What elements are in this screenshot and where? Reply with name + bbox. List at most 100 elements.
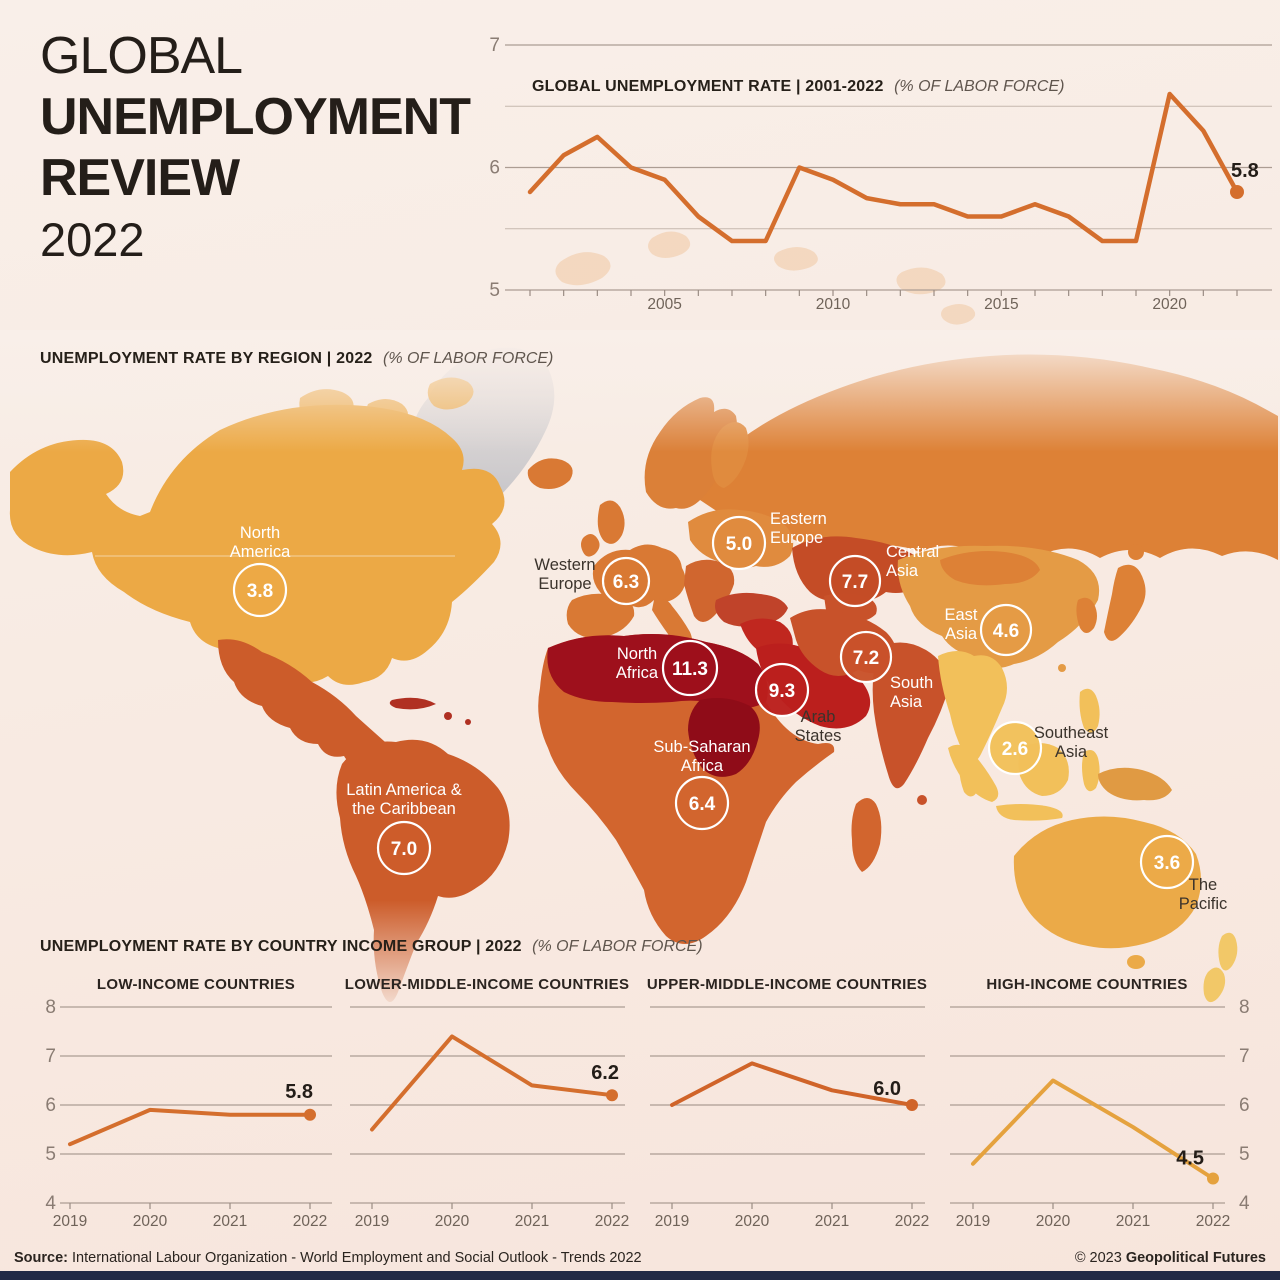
map-north-africa [547,634,768,709]
copyright-prefix: © 2023 [1074,1250,1126,1266]
region-value-sub-saharan-africa: 6.4 [689,794,716,815]
x-tick-label: 2019 [655,1213,689,1230]
y-tick-label: 5 [45,1144,56,1165]
page-title-line2: UNEMPLOYMENT [40,88,471,146]
x-tick-label: 2005 [647,296,681,313]
map-stans [824,593,877,622]
region-circle-central-asia [828,554,882,608]
chart-title-low-income: LOW-INCOME COUNTRIES [96,976,296,993]
region-label-latin-america: Latin America & the Caribbean [346,781,462,818]
x-tick-label: 2020 [1152,296,1187,313]
chart-low-income: 2019 2020 2021 2022 4 5 6 7 8 5.8 [45,997,332,1230]
series-line-high-income [971,1078,1215,1181]
map-north-america [9,404,505,685]
map-iberia [566,593,635,639]
map-greenland [410,347,555,508]
map-indonesia [948,688,1100,821]
map-borders [95,555,703,899]
map-tasmania [1127,955,1145,969]
map-australia [1013,816,1201,949]
map-russia [700,354,1278,560]
region-value-north-africa: 11.3 [672,659,708,680]
chart-title-lower-middle-income: LOWER-MIDDLE-INCOME COUNTRIES [344,976,630,993]
end-dot-upper-middle-income [906,1099,918,1111]
map-central-asia [792,536,925,601]
y-tick-label: 5 [489,280,500,301]
region-value-southeast-asia: 2.6 [1002,739,1028,760]
end-label-upper-middle-income: 6.0 [873,1078,901,1100]
map-arctic-canada [299,377,474,432]
region-circle-east-asia [979,603,1033,657]
map-scandinavia [644,397,737,509]
global-chart-title-text: GLOBAL UNEMPLOYMENT RATE | 2001-2022 [532,78,884,95]
region-circle-latin-america [376,820,432,876]
income-section-subtitle: (% OF LABOR FORCE) [532,938,703,955]
x-tick-label: 2019 [355,1213,389,1230]
region-circle-south-asia [839,630,893,684]
income-section-header: UNEMPLOYMENT RATE BY COUNTRY INCOME GROU… [40,938,703,956]
copyright-note: © 2023 Geopolitical Futures [1075,1250,1266,1266]
region-marker-east-asia: 4.6 East Asia [944,603,1033,657]
map-turkey [715,592,788,627]
region-value-eastern-europe: 5.0 [726,534,752,555]
map-mongolia [940,551,1040,586]
end-dot-global-rate [1230,185,1244,199]
map-top-fade [0,330,1280,452]
y-tick-label: 7 [45,1046,56,1067]
map-caribbean [389,697,471,725]
region-label-central-asia: Central Asia [886,543,939,580]
map-arabian-peninsula [756,643,871,729]
y-tick-label: 4 [45,1193,56,1214]
y-tick-label: 4 [1239,1193,1250,1214]
region-label-western-europe: Western Europe [534,556,595,593]
region-marker-north-america: 3.8 North America [230,524,291,618]
x-tick-label: 2021 [815,1213,849,1230]
region-label-north-africa: North Africa [616,645,659,682]
map-korea [1076,597,1097,633]
region-value-western-europe: 6.3 [613,572,639,593]
chart-lower-middle-income: 2019 2020 2021 2022 6.2 [350,1006,629,1230]
region-value-east-asia: 4.6 [993,621,1019,642]
series-line-global-rate [527,91,1240,244]
region-marker-southeast-asia: 2.6 Southeast Asia [987,720,1109,776]
x-tick-label: 2015 [984,296,1018,313]
map-india [872,642,950,789]
map-sea-mainland [938,651,1007,762]
x-tick-label: 2022 [595,1213,629,1230]
x-tick-label: 2010 [816,296,851,313]
map-levant-iraq [740,618,793,657]
region-marker-central-asia: 7.7 Central Asia [828,543,939,608]
footer: Source: International Labour Organizatio… [0,1250,1280,1272]
region-circle-western-europe [601,556,651,606]
map-mexico-central-america [218,639,416,770]
y-tick-label: 5 [1239,1144,1250,1165]
end-dot-lower-middle-income [606,1089,618,1102]
chart-title-upper-middle-income: UPPER-MIDDLE-INCOME COUNTRIES [646,976,928,993]
region-circle-sub-saharan-africa [674,775,730,831]
x-tick-label: 2019 [53,1213,87,1230]
region-label-sub-saharan-africa: Sub-Saharan Africa [653,738,750,775]
region-label-south-asia: South Asia [890,674,933,711]
map-japan [1104,564,1146,641]
map-uk [597,500,625,544]
x-tick-label: 2020 [133,1213,168,1230]
source-label: Source: [14,1250,68,1266]
global-chart-title-subtitle: (% OF LABOR FORCE) [894,78,1065,95]
region-marker-western-europe: 6.3 Western Europe [534,556,651,606]
y-tick-label: 8 [45,997,56,1018]
x-tick-label: 2022 [1196,1213,1230,1230]
y-tick-label: 6 [45,1095,56,1116]
source-text: International Labour Organization - Worl… [68,1250,642,1266]
end-label-global-rate: 5.8 [1231,160,1259,182]
region-circle-north-africa [661,639,719,697]
map-madagascar [851,798,882,872]
map-iceland [527,458,573,489]
page-title: GLOBAL UNEMPLOYMENT REVIEW 2022 [40,26,471,270]
map-china [897,545,1100,668]
map-balkans [684,559,735,622]
map-taiwan [1058,664,1066,672]
region-label-eastern-europe: Eastern Europe [770,510,827,547]
region-marker-sub-saharan-africa: 6.4 Sub-Saharan Africa [653,738,751,831]
